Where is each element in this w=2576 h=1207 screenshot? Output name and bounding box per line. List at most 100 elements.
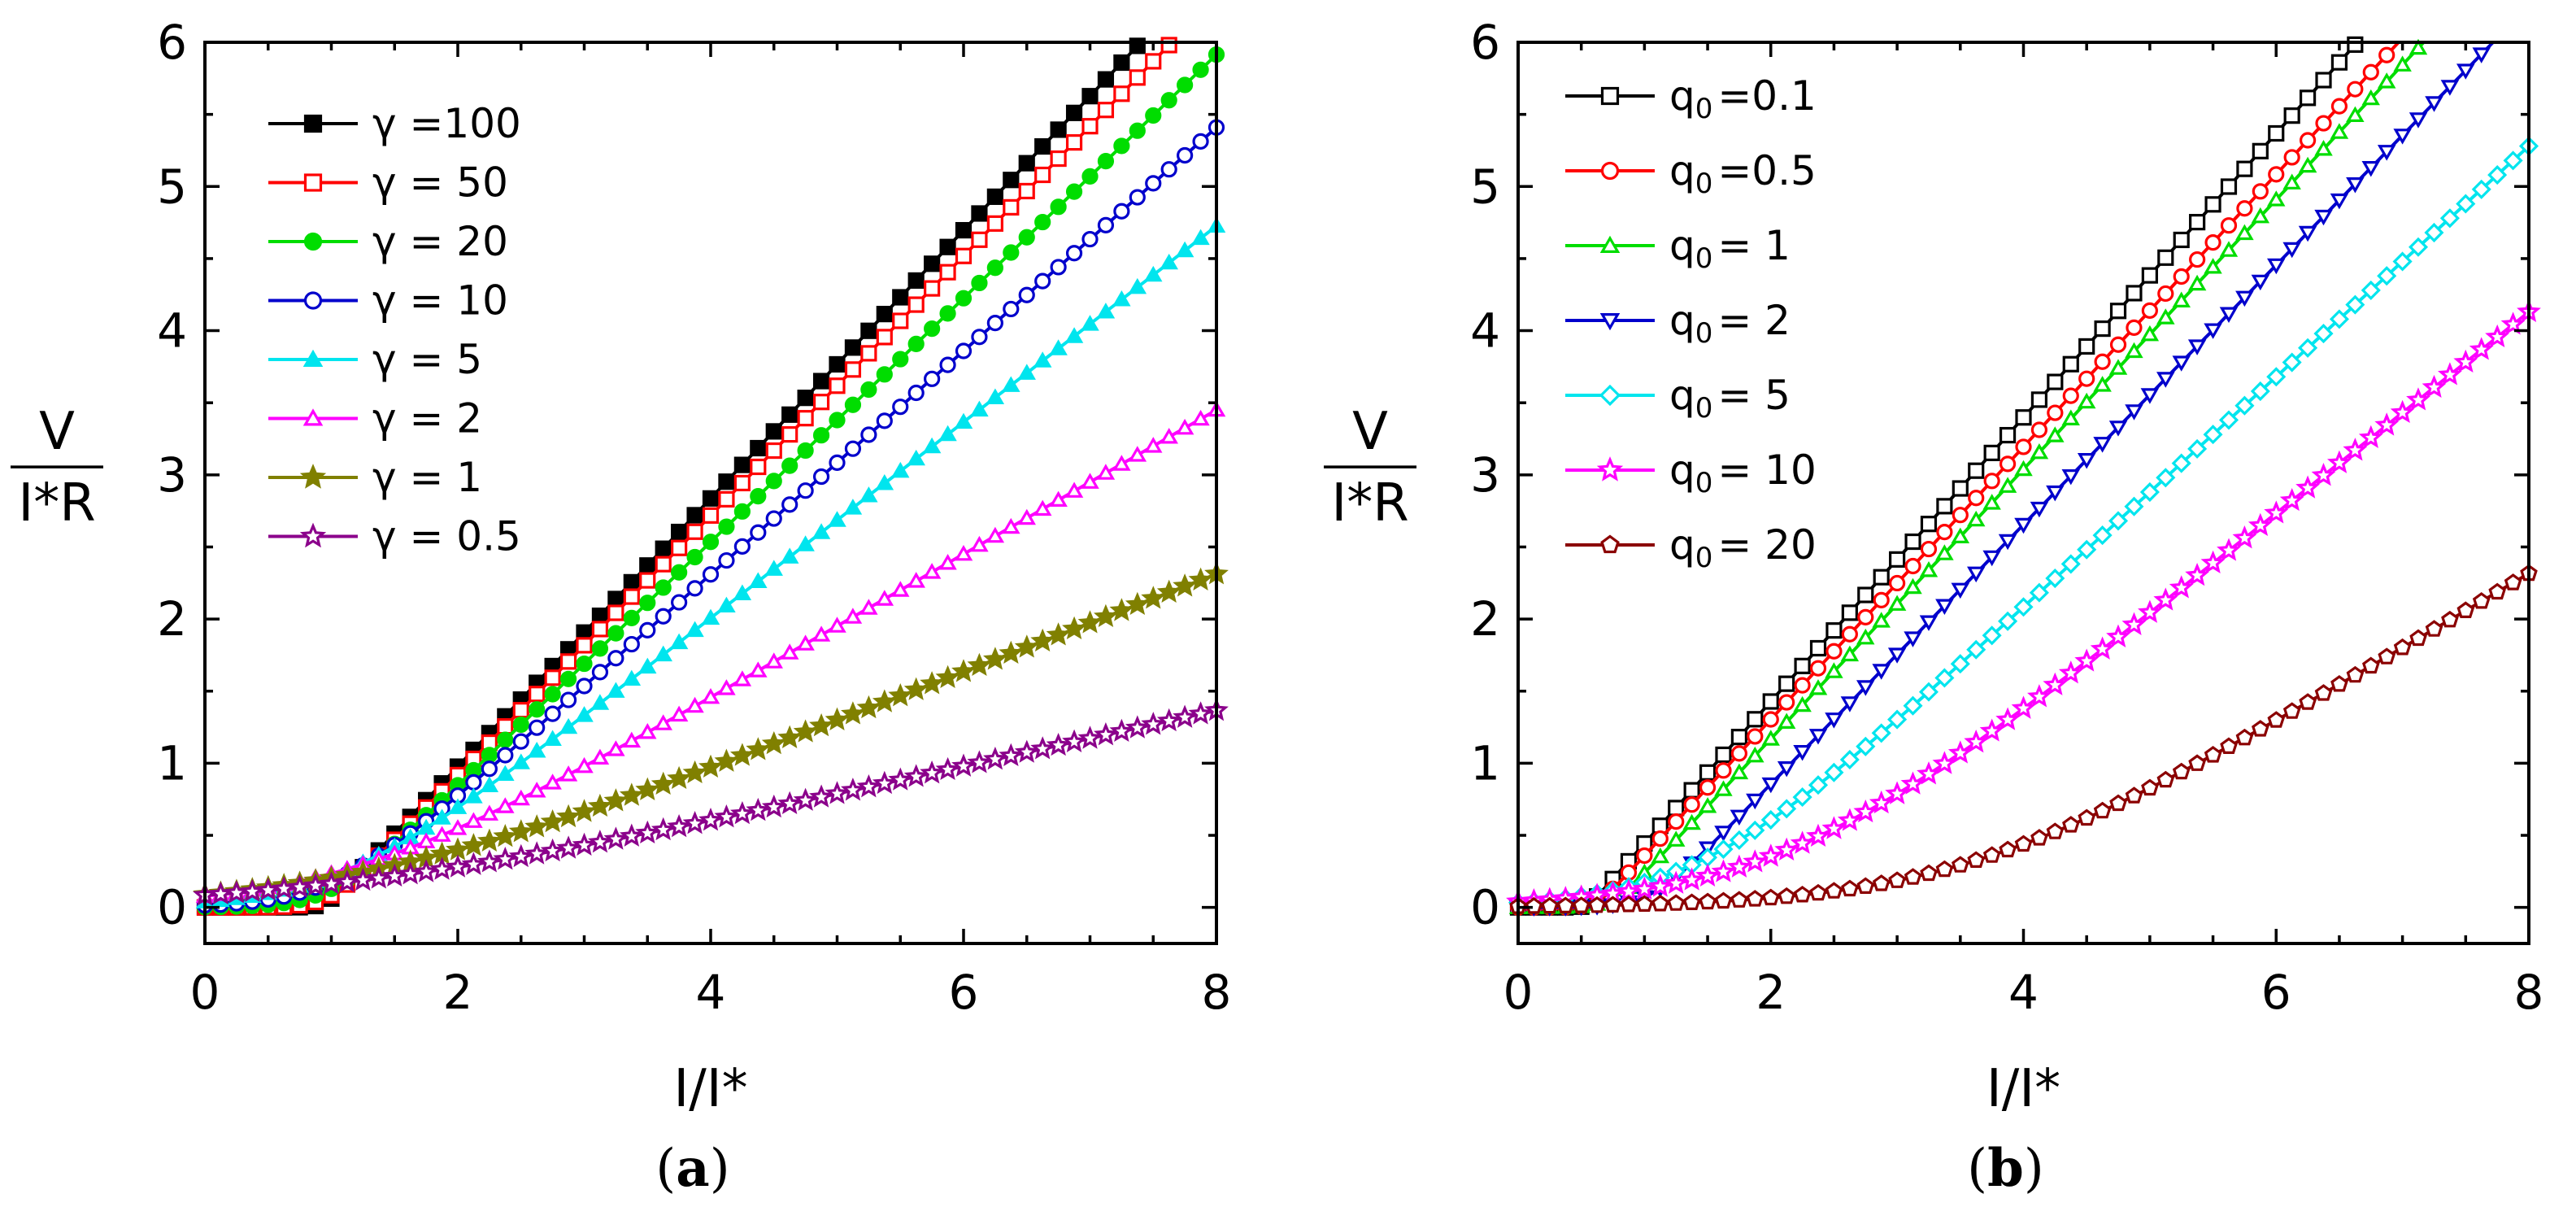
panel-a-panel-label: (a) xyxy=(655,1138,729,1199)
panel-a-data-point-1-61 xyxy=(1160,37,1177,54)
panel-a-data-point-3-42 xyxy=(860,426,877,443)
panel-b-data-point-2-19 xyxy=(1808,679,1828,695)
panel-b-data-point-1-43 xyxy=(2189,251,2206,268)
panel-b-data-point-4-15 xyxy=(1745,820,1765,840)
panel-b-data-point-2-24 xyxy=(1887,595,1907,611)
panel-b-x-tick-label: 4 xyxy=(2008,965,2039,1020)
panel-b-legend-q-5: q xyxy=(1669,447,1695,494)
panel-a-data-point-7-27 xyxy=(619,823,644,847)
panel-b-data-point-6-29 xyxy=(1967,851,1985,869)
panel-b-data-point-2-28 xyxy=(1951,527,1970,544)
panel-b-data-point-5-42 xyxy=(2169,575,2194,599)
panel-b-series-line-6 xyxy=(1517,572,2530,909)
panel-a-data-point-0-36 xyxy=(765,423,782,440)
panel-a-data-point-0-28 xyxy=(639,557,656,574)
panel-a-data-point-3-55 xyxy=(1065,245,1083,262)
panel-b-data-point-4-33 xyxy=(2029,582,2049,603)
panel-a-data-point-4-23 xyxy=(559,717,578,734)
panel-b-data-point-1-20 xyxy=(1825,643,1843,660)
panel-b-data-point-5-12 xyxy=(1695,863,1720,887)
panel-a-data-point-0-56 xyxy=(1081,88,1099,105)
panel-a-data-point-3-19 xyxy=(497,747,514,764)
panel-a-data-point-6-35 xyxy=(746,737,771,760)
panel-a-data-point-7-49 xyxy=(967,750,992,773)
panel-a-data-point-3-22 xyxy=(544,705,561,722)
panel-b-data-point-1-22 xyxy=(1857,608,1874,625)
panel-b-data-point-6-58 xyxy=(2425,620,2443,637)
panel-b-legend-q-6: q xyxy=(1669,521,1695,569)
panel-b-legend-marker-3 xyxy=(1599,313,1621,331)
panel-b-legend-value-0: =0.1 xyxy=(1717,72,1816,120)
panel-a-data-point-7-11 xyxy=(366,865,391,889)
panel-a-data-point-6-45 xyxy=(903,677,929,700)
panel-b-data-point-4-48 xyxy=(2266,367,2287,387)
panel-a-legend-label-5: γ = 2 xyxy=(372,395,482,442)
panel-a-data-point-4-44 xyxy=(891,461,910,478)
panel-b-data-point-3-61 xyxy=(2472,47,2491,63)
panel-b-data-point-2-26 xyxy=(1919,560,1939,577)
panel-a-data-point-2-39 xyxy=(812,427,830,444)
panel-b-data-point-3-57 xyxy=(2408,112,2428,129)
panel-a-data-point-4-52 xyxy=(1017,364,1036,380)
panel-b-data-point-5-19 xyxy=(1806,823,1830,847)
panel-b-data-point-0-22 xyxy=(1857,586,1874,604)
panel-a-data-point-1-43 xyxy=(876,329,893,346)
panel-a-data-point-7-40 xyxy=(825,781,850,804)
panel-a-data-point-6-19 xyxy=(493,823,518,848)
panel-b-data-point-6-34 xyxy=(2046,822,2065,839)
panel-b-data-point-2-33 xyxy=(2030,443,2049,460)
panel-a-data-point-1-52 xyxy=(1018,182,1035,200)
panel-a-data-point-7-36 xyxy=(761,794,786,818)
panel-a-data-point-0-48 xyxy=(955,221,973,239)
panel-b-data-point-2-18 xyxy=(1793,695,1812,712)
panel-b-y-tick-label: 0 xyxy=(1470,880,1500,935)
panel-b-data-point-2-36 xyxy=(2077,392,2096,409)
panel-b-data-point-1-10 xyxy=(1668,813,1685,830)
panel-a-data-point-7-50 xyxy=(983,747,1007,770)
panel-b-data-point-5-13 xyxy=(1711,859,1736,882)
panel-b-data-point-5-17 xyxy=(1774,837,1799,861)
panel-b-data-point-6-23 xyxy=(1872,874,1891,891)
panel-b-data-point-1-15 xyxy=(1747,728,1764,745)
panel-a-data-point-7-14 xyxy=(414,859,438,882)
panel-b-y-tick-label: 4 xyxy=(1470,303,1500,359)
panel-a-data-point-0-49 xyxy=(971,205,988,222)
panel-a-data-point-2-31 xyxy=(686,548,703,566)
panel-a-data-point-4-47 xyxy=(938,425,957,442)
panel-a-data-point-4-54 xyxy=(1049,339,1068,355)
panel-b-legend-label-4: q0 = 5 xyxy=(1669,372,1791,425)
panel-a-data-point-4-36 xyxy=(764,560,783,576)
panel-b-data-point-3-34 xyxy=(2046,485,2065,502)
panel-a-data-point-0-58 xyxy=(1113,54,1130,72)
panel-a-data-point-4-28 xyxy=(638,657,657,674)
panel-b-data-point-3-56 xyxy=(2393,129,2412,145)
panel-b-data-point-6-32 xyxy=(2014,834,2033,852)
panel-a-data-point-1-30 xyxy=(671,539,688,556)
panel-b-data-point-6-10 xyxy=(1667,894,1685,911)
panel-a-data-point-3-26 xyxy=(607,650,624,667)
panel-b-data-point-1-44 xyxy=(2204,234,2221,251)
panel-b-data-point-2-41 xyxy=(2156,308,2175,325)
panel-b-data-point-4-63 xyxy=(2503,150,2523,171)
panel-a-data-point-7-20 xyxy=(508,843,533,868)
panel-a-data-point-1-38 xyxy=(797,410,814,427)
panel-b-y-tick-label: 3 xyxy=(1470,447,1500,503)
panel-a-data-point-5-33 xyxy=(717,679,736,695)
panel-b-data-point-3-52 xyxy=(2330,193,2349,210)
panel-b-data-point-5-52 xyxy=(2326,450,2352,473)
panel-a-data-point-6-46 xyxy=(920,671,944,695)
panel-a-data-point-6-56 xyxy=(1077,610,1103,634)
panel-a-data-point-5-27 xyxy=(622,731,642,748)
panel-b-data-point-3-35 xyxy=(2061,468,2080,486)
panel-b-data-point-6-62 xyxy=(2488,582,2506,600)
panel-a-data-point-5-48 xyxy=(954,545,973,561)
panel-b-data-point-1-13 xyxy=(1715,762,1732,779)
panel-a-data-point-2-63 xyxy=(1192,61,1209,78)
panel-b-data-point-6-30 xyxy=(1982,846,2001,863)
panel-b-data-point-1-35 xyxy=(2062,387,2079,404)
panel-b-data-point-0-11 xyxy=(1683,782,1700,799)
panel-b-data-point-6-27 xyxy=(1935,860,1954,878)
panel-a-panel-paren-open: ( xyxy=(655,1139,676,1199)
